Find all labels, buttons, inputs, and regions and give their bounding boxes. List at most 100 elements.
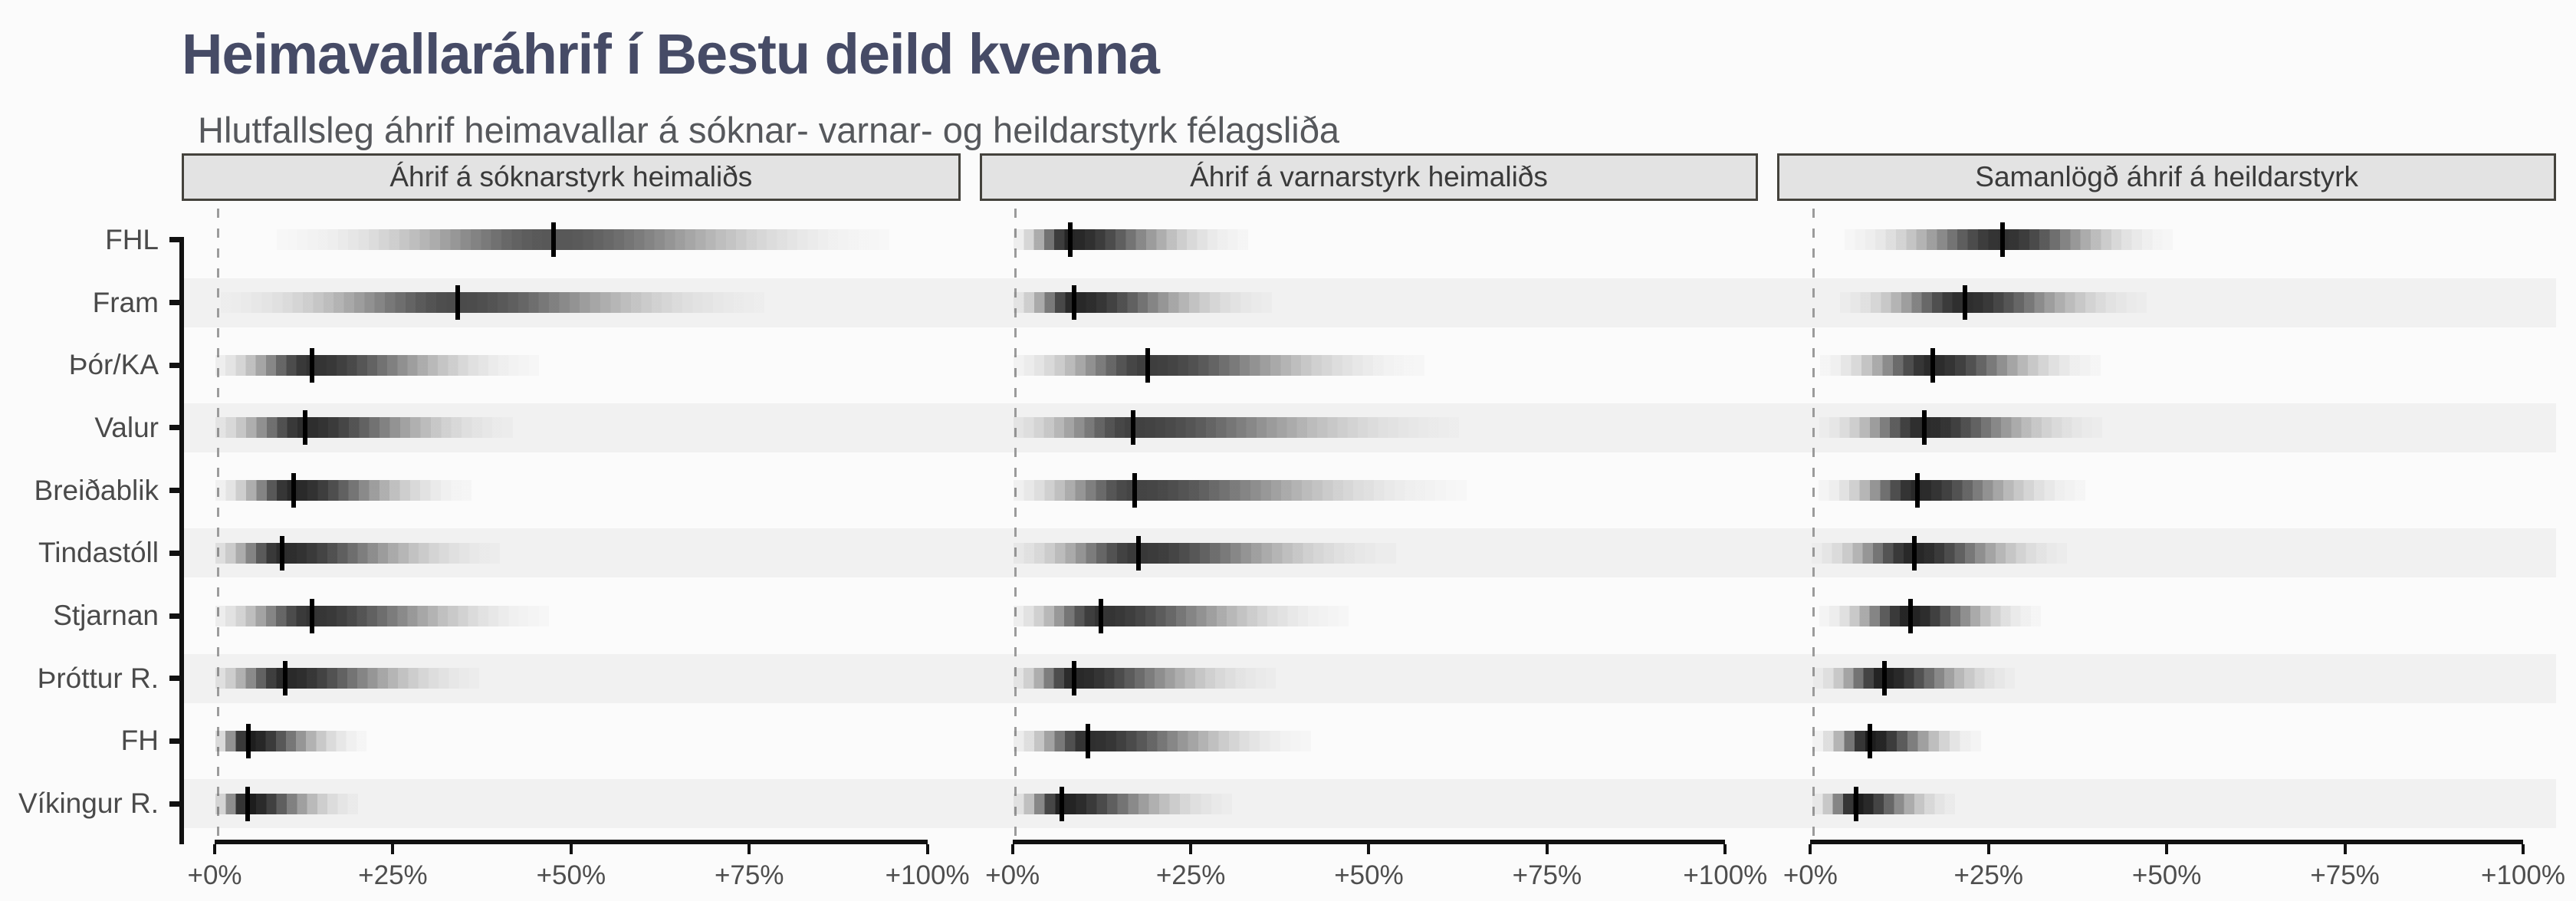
median-line [1881, 661, 1887, 696]
density-gradient-strip [1818, 480, 2086, 501]
x-axis-tick-label: +100% [2481, 860, 2565, 890]
panel-soknarstyrkur: +0% +25% +50% +75% +100% [182, 209, 970, 890]
y-axis-tick [169, 801, 179, 807]
median-line [283, 661, 288, 696]
panel-varnarstyrkur: +0% +25% +50% +75% +100% [980, 209, 1767, 890]
x-axis-tick-label: +0% [985, 860, 1040, 890]
density-gradient-strip [276, 229, 890, 251]
density-gradient-strip [215, 793, 359, 814]
zero-reference-line [1812, 209, 1815, 844]
facet-header-heildarstyrkur: Samanlögð áhrif á heildarstyrk [1777, 153, 2556, 201]
median-line [303, 410, 308, 446]
x-axis-tick [1723, 844, 1727, 854]
median-line [1853, 786, 1858, 821]
median-line [455, 285, 461, 321]
density-gradient-strip [1812, 668, 2015, 689]
x-axis-tick [2521, 844, 2525, 854]
median-line [1059, 786, 1064, 821]
x-axis-line: +0% +25% +50% +75% +100% [188, 840, 970, 890]
x-axis-tick [1367, 844, 1371, 854]
median-line [1912, 535, 1917, 571]
x-axis-line: +0% +25% +50% +75% +100% [1783, 840, 2565, 890]
facet-header-varnarstyrkur: Áhrif á varnarstyrk heimaliðs [979, 153, 1759, 201]
x-axis-tick-label: +100% [885, 860, 970, 890]
x-axis-tick [748, 844, 751, 854]
x-axis-tick-label: +50% [536, 860, 606, 890]
y-axis-tick [169, 613, 179, 619]
density-gradient-strip [1013, 730, 1312, 751]
team-label: Þróttur R. [37, 662, 159, 694]
median-line [1868, 723, 1873, 758]
team-label: Valur [94, 411, 159, 443]
x-axis-tick [1545, 844, 1549, 854]
x-axis-line: +0% +25% +50% +75% +100% [985, 840, 1767, 890]
median-line [2000, 222, 2006, 258]
median-line [1914, 473, 1920, 508]
density-gradient-strip [1812, 793, 1955, 814]
y-axis-line [179, 236, 184, 844]
x-axis-tick [391, 844, 395, 854]
median-line [1962, 285, 1967, 321]
y-axis-tick [169, 738, 179, 744]
x-axis-tick-label: +75% [2310, 860, 2380, 890]
x-axis-tick [2165, 844, 2169, 854]
chart-subtitle: Hlutfallsleg áhrif heimavallar á sóknar-… [198, 110, 1339, 150]
team-label: Breiðablik [34, 474, 159, 506]
median-line [1145, 347, 1151, 383]
density-gradient-strip [215, 730, 367, 751]
median-line [245, 723, 251, 758]
median-line [550, 222, 556, 258]
facet-header-row: Áhrif á sóknarstyrk heimaliðs Áhrif á va… [182, 153, 2556, 201]
median-line [1072, 661, 1077, 696]
x-axis-tick [925, 844, 929, 854]
density-gradient-strip [1812, 730, 1981, 751]
median-line [279, 535, 284, 571]
median-line [1099, 598, 1104, 633]
x-axis-tick [2343, 844, 2347, 854]
median-line [1130, 410, 1135, 446]
zebra-row-band [182, 779, 2556, 829]
y-axis-tick [169, 550, 179, 556]
density-gradient-strip [220, 292, 765, 314]
density-gradient-strip [1840, 292, 2147, 314]
team-label: FHL [105, 223, 159, 255]
y-axis-tick [169, 237, 179, 243]
median-line [309, 598, 314, 633]
density-gradient-strip [1013, 229, 1248, 251]
median-line [1067, 222, 1073, 258]
team-label: Víkingur R. [18, 788, 159, 820]
zero-reference-line [1014, 209, 1017, 844]
y-axis-tick [169, 300, 179, 306]
median-line [309, 347, 314, 383]
density-gradient-strip [215, 605, 550, 626]
density-gradient-strip [1819, 605, 2041, 626]
x-axis-tick-label: +50% [1334, 860, 1404, 890]
x-axis-tick-label: +25% [1155, 860, 1226, 890]
chart-area: +0% +25% +50% +75% +100% +0% +25% +50% +75% +100… [169, 209, 2565, 890]
x-axis-tick [1809, 844, 1812, 854]
chart-title: Heimavallaráhrif í Bestu deild kvenna [182, 22, 1160, 86]
y-axis-tick [169, 362, 179, 368]
zero-reference-line [216, 209, 219, 844]
density-gradient-strip [1811, 542, 2067, 564]
team-label: Þór/KA [68, 349, 159, 381]
x-axis-tick [569, 844, 573, 854]
x-axis-tick-label: +25% [1953, 860, 2024, 890]
x-axis-tick-label: +75% [1512, 860, 1582, 890]
x-axis-tick [1010, 844, 1014, 854]
median-line [1132, 473, 1137, 508]
team-label: Fram [92, 286, 159, 318]
facet-panels: +0% +25% +50% +75% +100% +0% +25% +50% +75% +100… [182, 209, 2565, 890]
density-gradient-strip [1013, 354, 1425, 376]
x-axis-tick [213, 844, 217, 854]
y-axis-label-gutter: FHL Fram Þór/KA Valur Breiðablik Tindastóll St… [0, 209, 182, 835]
density-gradient-strip [215, 354, 540, 376]
density-gradient-strip [1013, 292, 1273, 314]
x-axis-tick [1986, 844, 1990, 854]
density-gradient-strip [1819, 417, 2103, 439]
density-gradient-strip [1013, 605, 1349, 626]
density-gradient-strip [1013, 417, 1460, 439]
x-axis-tick-label: +50% [2131, 860, 2202, 890]
panel-heildarstyrkur: +0% +25% +50% +75% +100% [1777, 209, 2565, 890]
y-axis-tick [169, 488, 179, 494]
